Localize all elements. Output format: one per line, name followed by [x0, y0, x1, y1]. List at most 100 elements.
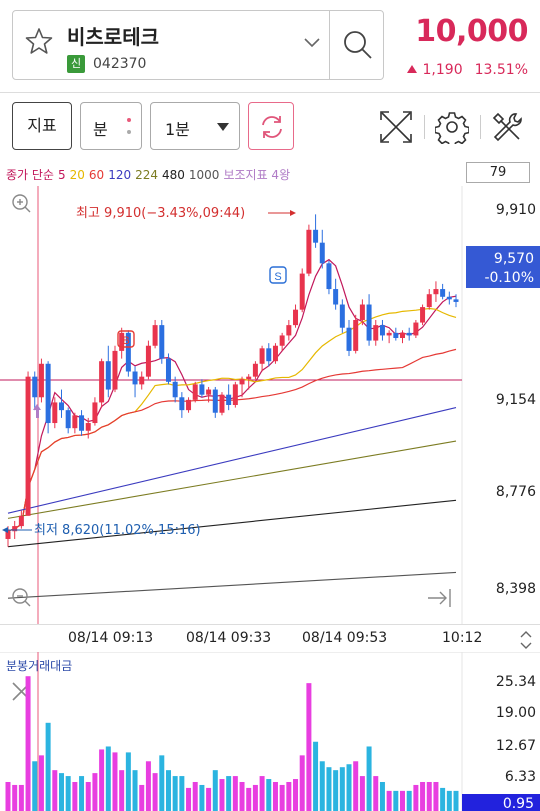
volume-bar [72, 781, 78, 811]
candle-body [426, 294, 432, 308]
volume-bar [165, 770, 171, 811]
current-price-tag-change: -0.10% [484, 270, 534, 286]
fullscreen-icon[interactable] [379, 110, 413, 144]
candle-body [400, 332, 406, 339]
candle-body [379, 325, 385, 336]
candle-body [252, 363, 258, 377]
candle-body [65, 410, 71, 429]
legend-item: 480 [162, 168, 185, 182]
candle-body [119, 332, 125, 351]
candle-body [125, 332, 131, 372]
volume-axis-label: 19.00 [495, 705, 536, 721]
scroll-to-end-icon[interactable] [428, 589, 451, 607]
volume-bar [186, 787, 192, 811]
volume-chart[interactable]: 0.95 [0, 652, 540, 811]
axis-resize-icon[interactable] [516, 629, 536, 651]
volume-bar [119, 770, 125, 811]
volume-bar [272, 781, 278, 811]
candle-body [266, 348, 272, 362]
volume-bar [299, 755, 305, 811]
low-price-annotation: 최저 8,620(11.02%,15:16) [34, 523, 201, 538]
candle-body [299, 273, 305, 310]
indicator-button[interactable]: 지표 [12, 102, 72, 150]
zoom-in-icon[interactable] [12, 194, 31, 213]
candle-body [259, 348, 265, 364]
unit-label: 분 [93, 120, 108, 139]
volume-bar [219, 779, 225, 811]
search-icon [344, 31, 372, 59]
volume-axis-label: 12.67 [495, 738, 536, 754]
volume-bar [279, 784, 285, 811]
favorite-star-icon[interactable] [25, 27, 53, 55]
candle-body [206, 389, 212, 395]
volume-bar [306, 683, 312, 811]
candle-body [105, 361, 111, 390]
candle-body [359, 304, 365, 320]
ma-legend[interactable]: 종가 단순 5 20 60 120 224 480 1000 보조지표 4왕 [6, 166, 294, 183]
candles [5, 214, 459, 547]
legend-item: 20 [69, 168, 85, 182]
candle-body [72, 415, 78, 429]
candle-body [272, 345, 278, 362]
volume-bar [172, 776, 178, 811]
low-annotation-arrow [2, 527, 8, 533]
volume-bar [373, 776, 379, 811]
current-volume-tag [462, 794, 540, 811]
legend-item: 종가 단순 [6, 168, 54, 182]
volume-bar [293, 779, 299, 811]
candle-body [393, 332, 399, 339]
current-price-tag-value: 9,570 [494, 251, 534, 267]
period-select[interactable]: 1분 [150, 102, 240, 150]
volume-bars [5, 676, 459, 811]
candle-body [18, 515, 24, 527]
candle-body [179, 397, 185, 411]
volume-bar [433, 781, 439, 811]
candle-body [313, 229, 319, 243]
candle-body [79, 415, 85, 431]
chevron-down-icon[interactable] [303, 35, 321, 49]
high-annotation-arrow [290, 210, 296, 216]
candle-body [353, 319, 359, 351]
sell-signal-label: S [274, 271, 281, 283]
candle-body [346, 327, 352, 351]
price-axis-label: 9,154 [495, 392, 536, 408]
candle-body [99, 361, 105, 403]
volume-title: 분봉거래대금 [6, 659, 73, 673]
candle-body [52, 402, 58, 424]
candle-body [333, 289, 339, 305]
candle-body [38, 363, 44, 398]
volume-bar [319, 761, 325, 811]
volume-bar [199, 784, 205, 811]
volume-bar [353, 761, 359, 811]
divider [329, 11, 330, 79]
chart-toolbar: 지표 분 1분 [0, 92, 540, 160]
legend-item: 보조지표 4왕 [223, 168, 291, 182]
candle-body [145, 345, 151, 377]
candle-body [192, 384, 198, 400]
candle-body [420, 307, 426, 323]
candle-body [85, 423, 91, 431]
indicator-value-box[interactable]: 79 [466, 162, 530, 183]
change-amount: 1,190 [422, 62, 463, 78]
volume-bar [132, 770, 138, 811]
volume-bar [5, 781, 11, 811]
volume-bar [386, 790, 392, 811]
price-chart[interactable]: B S 최고 9,910(−3.43%,09:44) 최저 8,620(11.0… [0, 186, 540, 624]
volume-bar [246, 787, 252, 811]
refresh-button[interactable] [248, 102, 294, 150]
unit-button[interactable]: 분 [80, 102, 142, 150]
candle-body [45, 363, 51, 424]
tools-icon[interactable] [490, 110, 524, 144]
volume-bar [139, 784, 145, 811]
candle-body [306, 229, 312, 274]
candle-body [279, 335, 285, 346]
ma120-line [7, 407, 457, 514]
search-button[interactable] [330, 11, 384, 79]
gear-icon[interactable] [435, 110, 469, 144]
zoom-out-icon[interactable] [12, 588, 31, 607]
arrow-shaft [36, 410, 39, 418]
stock-search-box[interactable]: 비츠로테크 신 042370 [12, 10, 384, 80]
candle-body [339, 304, 345, 328]
buy-signal-label: B [122, 335, 129, 347]
candle-body [453, 299, 459, 302]
